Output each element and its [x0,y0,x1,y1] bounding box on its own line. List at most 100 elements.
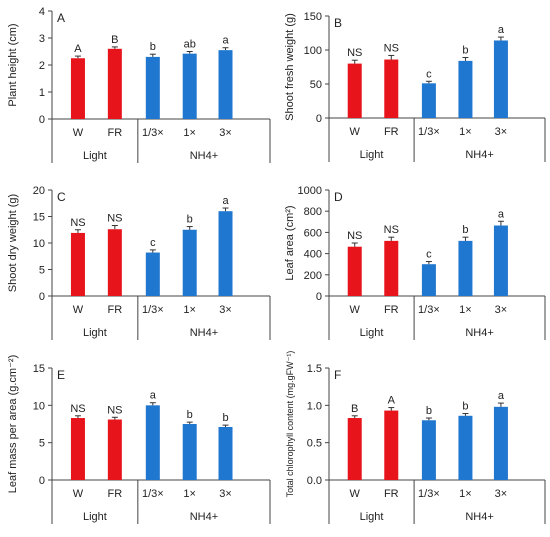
y-axis-label: Leaf mass per area (g.cm⁻²) [7,355,19,493]
x-tick-label: 1× [183,304,196,316]
y-tick-label: 1.0 [307,400,322,412]
significance-label: NS [70,217,85,229]
x-tick-label: FR [384,488,399,500]
y-tick-label: 10 [33,400,45,412]
x-tick-label: 3× [495,126,508,138]
x-tick-label: 1/3× [142,127,164,139]
x-tick-label: 1/3× [142,488,164,500]
x-tick-label: FR [384,304,399,316]
y-tick-label: 10 [33,238,45,250]
significance-label: a [222,35,229,47]
bar [421,83,436,118]
y-tick-label: 50 [310,79,322,91]
panel-letter: E [57,368,65,382]
y-tick-label: 5 [39,265,45,277]
bar [347,418,362,480]
bar [493,40,508,119]
y-axis-label: Shoot dry weight (g) [7,194,19,292]
y-tick-label: 2 [39,60,45,72]
y-tick-label: 15 [33,212,45,224]
group-label-light: Light [83,150,107,162]
x-tick-label: 1× [459,488,472,500]
y-tick-label: 200 [304,270,322,282]
bar [182,424,197,480]
y-tick-label: 5 [39,438,45,450]
y-tick-label: 0 [39,291,45,303]
x-tick-label: 1/3× [418,126,440,138]
significance-label: a [498,24,505,36]
bar [458,415,473,480]
bar [384,59,399,118]
x-tick-label: W [73,488,84,500]
bar [107,419,122,480]
significance-label: b [150,41,156,53]
bar [182,229,197,296]
x-tick-label: FR [108,127,123,139]
bar [107,48,122,119]
y-tick-label: 0.0 [307,475,322,487]
bar [384,240,399,296]
y-tick-label: 600 [304,227,322,239]
bar [182,53,197,119]
significance-label: NS [347,230,362,242]
significance-label: ab [184,39,196,51]
bar [145,405,160,480]
group-label-nh4: NH4+ [465,511,493,523]
x-tick-label: W [350,488,361,500]
significance-label: c [426,68,432,80]
panel-letter: C [57,190,66,204]
bar [218,211,233,296]
significance-label: c [426,249,432,261]
bar [493,225,508,296]
significance-label: b [426,405,432,417]
y-axis-label: Plant height (cm) [7,23,19,106]
bar [145,56,160,119]
significance-label: NS [107,404,122,416]
panel-e: 0 5 10 15 Leaf mass per area (g.cm⁻²) E NS W NS F… [7,355,271,524]
y-tick-label: 0 [39,475,45,487]
significance-label: b [187,409,193,421]
x-tick-label: 1× [459,304,472,316]
significance-label: b [187,214,193,226]
group-label-light: Light [360,327,384,339]
significance-label: NS [384,42,399,54]
y-tick-label: 3 [39,33,45,45]
bar [458,240,473,296]
bar [347,63,362,118]
x-tick-label: W [350,126,361,138]
significance-label: b [462,224,468,236]
x-tick-label: 1/3× [418,488,440,500]
y-tick-label: 1.5 [307,363,322,375]
y-axis-label: Leaf area (cm²) [284,205,296,280]
x-tick-label: W [73,127,84,139]
y-tick-label: 15 [33,363,45,375]
significance-label: a [498,390,505,402]
y-tick-label: 1 [39,87,45,99]
panel-f: 0.0 0.5 1.0 1.5 Total chlorophyll content (m… [285,351,546,524]
x-tick-label: 1/3× [142,304,164,316]
group-label-nh4: NH4+ [190,511,218,523]
bar [70,232,85,296]
significance-label: b [222,412,228,424]
y-tick-label: 100 [304,45,322,57]
significance-label: a [150,390,157,402]
bar [421,264,436,296]
group-label-nh4: NH4+ [465,327,493,339]
bar [145,252,160,296]
bar [421,420,436,480]
significance-label: b [462,44,468,56]
x-tick-label: FR [108,488,123,500]
x-tick-label: 1/3× [418,304,440,316]
x-tick-label: FR [108,304,123,316]
bar [458,60,473,118]
y-axis-label: Shoot fresh weight (g) [284,13,296,121]
significance-label: NS [384,224,399,236]
group-label-light: Light [360,511,384,523]
y-tick-label: 0.5 [307,438,322,450]
x-tick-label: 3× [495,304,508,316]
bar [493,406,508,480]
x-tick-label: FR [384,126,399,138]
y-tick-label: 4 [39,6,45,18]
